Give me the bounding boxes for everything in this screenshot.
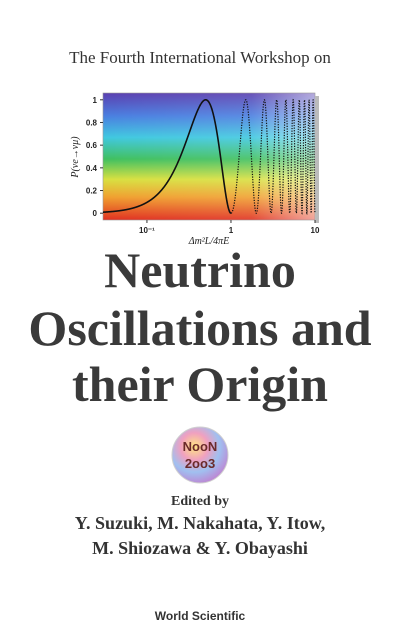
x-axis-label: Δm²L/4πE — [188, 236, 230, 247]
y-tick-label: 0.2 — [86, 187, 98, 196]
editors-line: Y. Suzuki, M. Nakahata, Y. Itow, — [75, 513, 326, 533]
y-tick-label: 0 — [93, 209, 98, 218]
figure: P(νe→νμ) Δm²L/4πE 0 0.2 0.4 0.6 0.8 1 10⁻¹ 1 10 — [70, 92, 320, 247]
subtitle: The Fourth International Workshop on — [69, 48, 331, 67]
y-tick-label: 1 — [93, 96, 98, 105]
logo-text: 2oo3 — [185, 456, 215, 471]
x-tick-label: 10 — [311, 226, 320, 235]
y-tick-label: 0.4 — [86, 164, 98, 173]
plot-shadow — [315, 96, 319, 223]
publisher: World Scientific — [155, 609, 246, 623]
logo-text: NooN — [183, 439, 218, 454]
curve — [102, 99, 232, 214]
title-line: their Origin — [72, 356, 328, 412]
x-tick-label: 10⁻¹ — [139, 226, 155, 235]
edited-by: Edited by — [171, 494, 229, 509]
y-axis-label: P(νe→νμ) — [70, 136, 81, 179]
y-tick-label: 0.6 — [86, 141, 98, 150]
y-tick-label: 0.8 — [86, 118, 98, 127]
title-line: Oscillations and — [28, 300, 371, 356]
plot-fade — [103, 93, 315, 220]
logo — [171, 426, 229, 484]
x-tick-label: 1 — [229, 226, 234, 235]
curve-dotted — [230, 98, 316, 216]
editors-line: M. Shiozawa & Y. Obayashi — [92, 538, 308, 558]
title-line: Neutrino — [104, 242, 296, 298]
